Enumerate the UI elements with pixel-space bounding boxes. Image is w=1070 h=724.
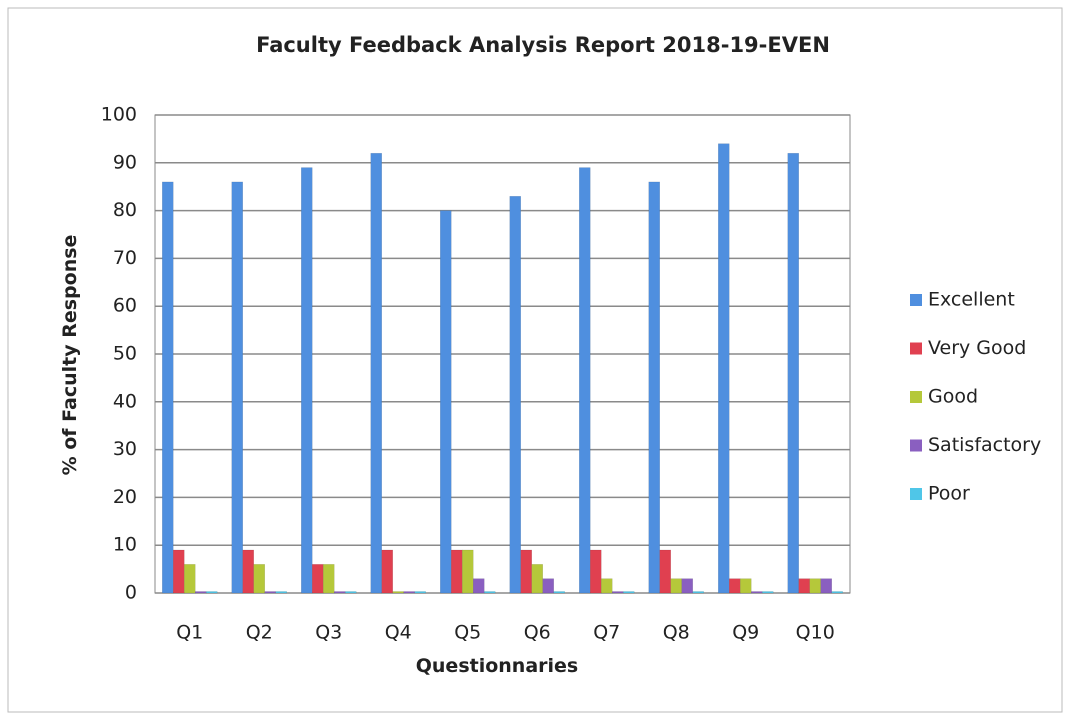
bar <box>623 591 635 594</box>
y-tick-label: 50 <box>113 343 137 365</box>
bar <box>345 591 357 594</box>
y-tick-label: 0 <box>125 582 137 604</box>
bar <box>462 549 474 594</box>
chart-title: Faculty Feedback Analysis Report 2018-19… <box>256 33 830 57</box>
bar <box>451 549 463 594</box>
y-tick-label: 90 <box>113 151 137 173</box>
x-tick-label: Q5 <box>454 622 481 644</box>
x-axis-label: Questionnaries <box>416 655 578 677</box>
bar <box>729 578 741 594</box>
y-tick-label: 10 <box>113 534 137 556</box>
bar <box>312 564 324 594</box>
bar <box>692 591 704 594</box>
bar <box>590 549 602 594</box>
bar <box>520 549 532 594</box>
bar <box>403 591 415 594</box>
y-tick-label: 60 <box>113 295 137 317</box>
bar <box>542 578 554 594</box>
bar <box>681 578 693 594</box>
bar <box>253 564 265 594</box>
bar <box>762 591 774 594</box>
x-tick-label: Q7 <box>593 622 620 644</box>
y-tick-label: 100 <box>101 104 137 126</box>
x-tick-label: Q4 <box>385 622 412 644</box>
bar <box>509 196 521 594</box>
bar <box>579 167 591 594</box>
x-tick-label: Q1 <box>176 622 203 644</box>
bar <box>162 181 174 594</box>
bar <box>195 591 207 594</box>
x-tick-label: Q8 <box>663 622 690 644</box>
bar <box>381 549 393 594</box>
bar <box>553 591 565 594</box>
bar <box>740 578 752 594</box>
bar <box>392 591 404 594</box>
legend-swatch <box>910 294 922 306</box>
bar <box>323 564 335 594</box>
legend-label: Excellent <box>928 289 1015 311</box>
bar <box>831 591 843 594</box>
bar <box>334 591 346 594</box>
x-tick-label: Q10 <box>796 622 835 644</box>
legend-label: Good <box>928 386 978 408</box>
bar <box>301 167 313 594</box>
bar <box>612 591 624 594</box>
bar <box>798 578 810 594</box>
y-tick-label: 40 <box>113 390 137 412</box>
y-tick-label: 80 <box>113 199 137 221</box>
bar <box>659 549 671 594</box>
bar <box>601 578 613 594</box>
bar <box>751 591 763 594</box>
legend-swatch <box>910 342 922 355</box>
bar <box>670 578 682 594</box>
x-tick-label: Q3 <box>315 622 342 644</box>
bar <box>275 591 287 594</box>
legend-swatch <box>910 391 922 403</box>
bar <box>531 564 543 594</box>
bar <box>440 210 452 594</box>
bar <box>206 591 218 594</box>
bar <box>173 549 185 594</box>
bar <box>264 591 276 594</box>
y-tick-label: 70 <box>113 247 137 269</box>
bar <box>231 181 243 594</box>
legend-swatch <box>910 488 922 500</box>
bar <box>648 181 660 594</box>
y-axis-label: % of Faculty Response <box>59 235 81 476</box>
legend-label: Satisfactory <box>928 434 1041 456</box>
bar <box>370 152 382 594</box>
bar <box>473 578 485 594</box>
bar <box>718 143 730 594</box>
bar <box>820 578 832 594</box>
x-tick-label: Q2 <box>246 622 273 644</box>
bar <box>484 591 496 594</box>
bar <box>809 578 821 594</box>
legend-label: Poor <box>928 483 970 505</box>
bar <box>184 564 196 594</box>
x-tick-label: Q6 <box>524 622 551 644</box>
legend-label: Very Good <box>928 337 1026 359</box>
bar <box>787 152 799 594</box>
legend-swatch <box>910 439 922 452</box>
x-tick-label: Q9 <box>732 622 759 644</box>
bar <box>242 549 254 594</box>
y-tick-label: 30 <box>113 438 137 460</box>
y-tick-label: 20 <box>113 486 137 508</box>
bar <box>414 591 426 594</box>
